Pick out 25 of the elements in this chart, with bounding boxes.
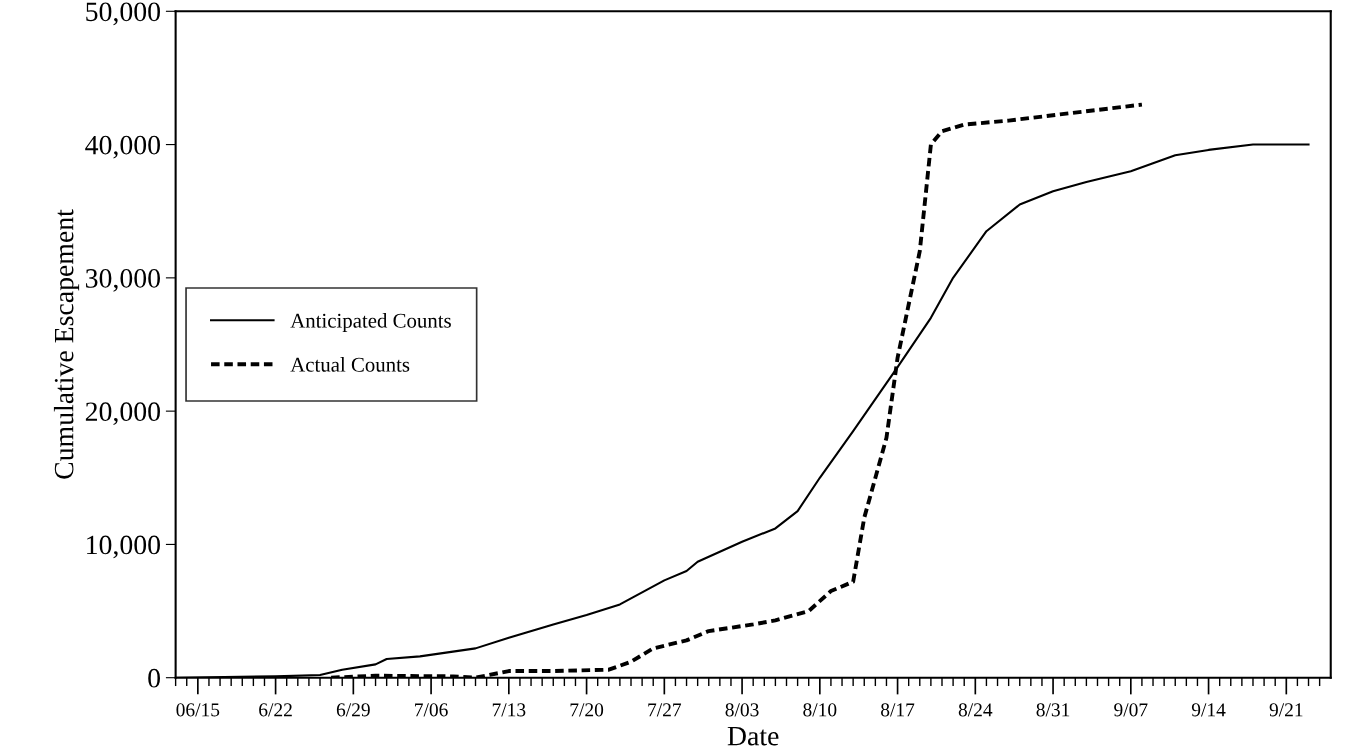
y-tick-label: 20,000 (85, 402, 160, 426)
legend-label: Actual Counts (290, 357, 410, 372)
x-tick-label: 8/17 (881, 703, 915, 717)
x-tick-label: 8/24 (958, 703, 993, 717)
x-axis-title: Date (727, 726, 779, 746)
x-tick-label: 9/21 (1269, 703, 1303, 717)
y-tick-label: 50,000 (86, 2, 160, 26)
x-tick-label: 6/22 (259, 703, 292, 717)
x-tick-label: 9/07 (1114, 703, 1148, 717)
y-tick-label: 40,000 (85, 135, 160, 159)
x-tick-label: 9/14 (1191, 703, 1226, 717)
x-tick-label: 8/31 (1036, 703, 1070, 717)
x-tick-label: 6/29 (336, 703, 370, 717)
x-tick-label: 7/06 (415, 703, 448, 717)
x-tick-label: 06/15 (176, 703, 220, 717)
legend-label: Anticipated Counts (290, 313, 451, 332)
x-tick-label: 7/20 (570, 703, 604, 717)
y-tick-label: 30,000 (85, 269, 160, 292)
x-tick-label: 8/10 (803, 703, 837, 717)
y-tick-label: 10,000 (87, 535, 160, 559)
x-tick-label: 7/13 (492, 703, 526, 717)
x-tick-label: 7/27 (648, 703, 682, 717)
x-tick-label: 8/03 (725, 703, 759, 717)
y-axis-title: Cumulative Escapement (53, 209, 80, 479)
y-tick-label: 0 (148, 668, 160, 688)
